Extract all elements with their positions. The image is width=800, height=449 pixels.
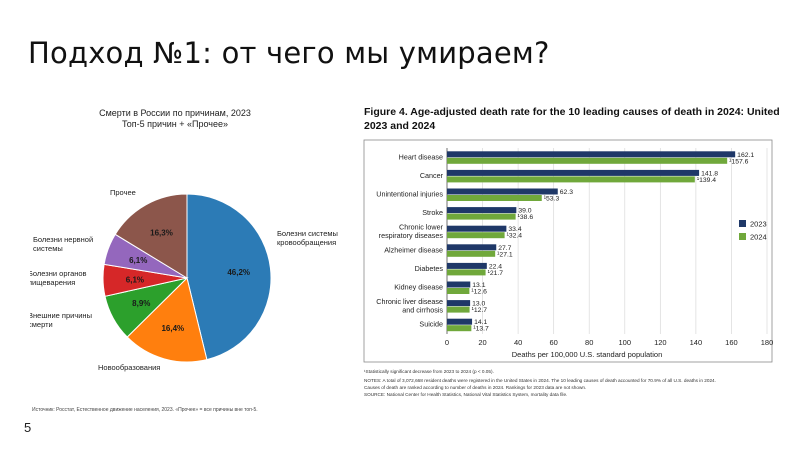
bar-value-label-2024: ¹12.6 (471, 289, 487, 296)
pie-category-label: Болезни нервной системы (33, 235, 93, 253)
pie-category-label: Болезни органов пищеварения (30, 269, 87, 287)
bar-2024 (447, 157, 728, 164)
bar-2023 (447, 300, 471, 307)
pie-value-label: 6,1% (126, 276, 144, 285)
bar-value-label-2024: ¹139.4 (697, 177, 716, 184)
bar-2023 (447, 244, 497, 251)
legend-swatch (739, 233, 746, 240)
bar-value-label-2024: ¹32.4 (507, 233, 523, 240)
figure-note: ¹Statistically significant decrease from… (364, 369, 494, 374)
bar-value-label-2023: 62.3 (560, 189, 573, 196)
x-tick-label: 0 (445, 338, 449, 347)
category-label: Suicide (419, 320, 443, 329)
pie-source-note: Источник: Росстат, Естественное движение… (32, 407, 258, 413)
bar-value-label-2023: 13.1 (472, 282, 485, 289)
pie-slice (126, 277, 208, 363)
slide-title: Подход №1: от чего мы умираем? (28, 36, 550, 70)
figure-note: NOTES: A total of 3,072,668 resident dea… (364, 378, 716, 383)
category-label: Diabetes (415, 264, 444, 273)
bar-value-label-2024: ¹53.3 (544, 196, 560, 203)
x-tick-label: 180 (761, 338, 774, 347)
bar-value-label-2023: 22.4 (489, 263, 502, 270)
bar-2024 (447, 288, 470, 294)
bar-2023 (447, 262, 487, 269)
x-axis-label: Deaths per 100,000 U.S. standard populat… (512, 350, 663, 359)
pie-category-label: Болезни системы кровообращения (277, 229, 338, 247)
bar-value-label-2023: 39.0 (518, 208, 531, 215)
bar-value-label-2024: ¹12.7 (472, 307, 488, 314)
bar-2023 (447, 169, 700, 176)
bar-2023 (447, 318, 473, 325)
bar-2024 (447, 232, 505, 239)
bar-2024 (447, 325, 472, 332)
bar-2024 (447, 306, 470, 313)
pie-slice (186, 193, 272, 361)
category-label: Stroke (422, 208, 443, 217)
bar-2023 (447, 281, 471, 288)
bar-2024 (447, 195, 542, 201)
bar-2024 (447, 250, 496, 257)
bar-value-label-2023: 27.7 (498, 245, 511, 252)
category-label: Chronic lower respiratory diseases (379, 223, 444, 241)
bar-value-label-2023: 141.8 (701, 170, 718, 177)
pie-slice (114, 193, 188, 279)
bar-2023 (447, 207, 517, 214)
bar-value-label-2024: ¹27.1 (497, 251, 513, 258)
page-number: 5 (24, 420, 32, 435)
bar-value-label-2024: ¹157.6 (729, 158, 748, 165)
bar-2023 (447, 188, 558, 195)
bar-2024 (447, 176, 695, 183)
x-tick-label: 60 (549, 338, 557, 347)
bar-value-label-2023: 162.1 (737, 152, 754, 159)
pie-category-label: Прочее (110, 188, 136, 197)
legend-label: 2023 (750, 220, 767, 229)
x-tick-label: 100 (619, 338, 632, 347)
category-label: Cancer (420, 171, 444, 180)
bar-value-label-2023: 14.1 (474, 319, 487, 326)
legend-swatch (739, 220, 746, 227)
pie-value-label: 6,1% (129, 256, 147, 265)
bar-value-label-2024: ¹21.7 (488, 270, 504, 277)
category-label: Unintentional injuries (376, 190, 443, 199)
bar-value-label-2023: 13.0 (472, 301, 485, 308)
x-tick-label: 80 (585, 338, 593, 347)
pie-category-label: Внешние причины смерти (30, 311, 92, 329)
pie-subtitle: Топ-5 причин + «Прочее» (122, 119, 228, 129)
bar-value-label-2023: 33.4 (508, 226, 521, 233)
bar-chart-title: Figure 4. Age-adjusted death rate for th… (364, 106, 780, 132)
pie-value-label: 46,2% (227, 268, 250, 277)
x-tick-label: 20 (478, 338, 486, 347)
bar-2024 (447, 269, 486, 276)
category-label: Chronic liver disease and cirrhosis (376, 297, 443, 315)
bar-chart-panel: Figure 4. Age-adjusted death rate for th… (363, 106, 780, 397)
bar-value-label-2024: ¹38.6 (518, 214, 534, 221)
pie-category-label: Новообразования (98, 363, 160, 372)
bar-2023 (447, 225, 507, 232)
pie-value-label: 8,9% (132, 299, 150, 308)
bar-2023 (447, 151, 736, 158)
legend-label: 2024 (750, 233, 767, 242)
pie-value-label: 16,4% (161, 324, 184, 333)
figure-note: SOURCE: National Center for Health Stati… (364, 392, 567, 397)
x-tick-label: 140 (690, 338, 703, 347)
pie-title: Смерти в России по причинам, 2023 (99, 108, 251, 118)
category-label: Kidney disease (394, 283, 443, 292)
category-label: Alzheimer disease (384, 245, 443, 254)
category-label: Heart disease (399, 152, 443, 161)
x-tick-label: 40 (514, 338, 522, 347)
figure-note: Causes of death are ranked according to … (364, 385, 586, 390)
x-tick-label: 120 (654, 338, 667, 347)
bar-value-label-2024: ¹13.7 (473, 326, 489, 333)
pie-value-label: 16,3% (150, 229, 173, 238)
x-tick-label: 160 (725, 338, 738, 347)
bar-2024 (447, 213, 516, 220)
